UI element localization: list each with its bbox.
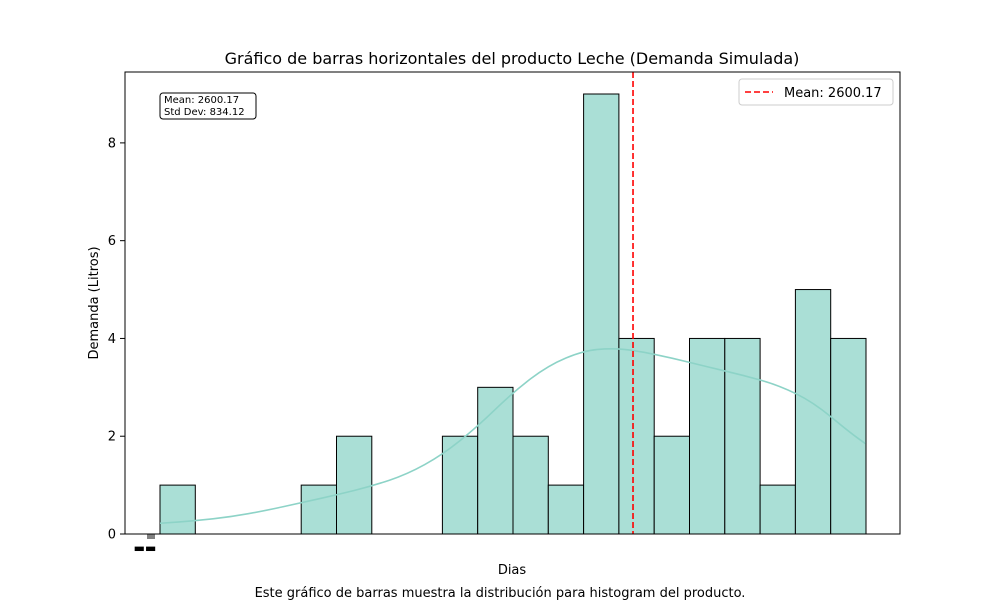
kde-curve (159, 348, 866, 525)
legend: Mean: 2600.17 (738, 78, 894, 106)
y-tick-label: 2 (108, 430, 116, 445)
y-axis-label: Demanda (Litros) (87, 246, 102, 359)
histogram-bar (830, 337, 867, 535)
kde-group (159, 348, 866, 525)
plot-frame (124, 71, 901, 535)
histogram-bar (300, 484, 338, 535)
stats-box: Mean: 2600.17 Std Dev: 834.12 (159, 92, 257, 120)
legend-label: Mean: 2600.17 (784, 86, 882, 101)
histogram-bar (689, 337, 726, 535)
histogram-bar (653, 435, 691, 535)
histogram-bar (512, 435, 549, 535)
histogram-bar (336, 435, 373, 535)
bar-group (159, 93, 867, 535)
y-tick-label: 0 (108, 528, 116, 543)
histogram-bar (724, 337, 761, 535)
chart-title: Gráfico de barras horizontales del produ… (225, 49, 800, 68)
y-tick-label: 8 (108, 136, 116, 151)
svg-text:▬▬: ▬▬ (134, 541, 157, 555)
chart-caption: Este gráfico de barras muestra la distri… (255, 586, 746, 600)
stats-stddev-text: Std Dev: 834.12 (164, 107, 245, 118)
y-tick-label: 6 (108, 234, 116, 249)
stats-mean-text: Mean: 2600.17 (164, 95, 239, 106)
histogram-bar (583, 93, 620, 535)
y-axis-ticks: 0 2 4 6 8 (108, 136, 125, 543)
x-axis-crowded-ticks: ▬▬ (134, 534, 157, 555)
y-tick-label: 4 (108, 332, 116, 347)
histogram-bar (618, 337, 655, 535)
x-axis-label: Dias (498, 563, 527, 578)
histogram-bar (547, 484, 585, 535)
histogram-bar (159, 484, 196, 535)
histogram-bar (759, 484, 796, 535)
